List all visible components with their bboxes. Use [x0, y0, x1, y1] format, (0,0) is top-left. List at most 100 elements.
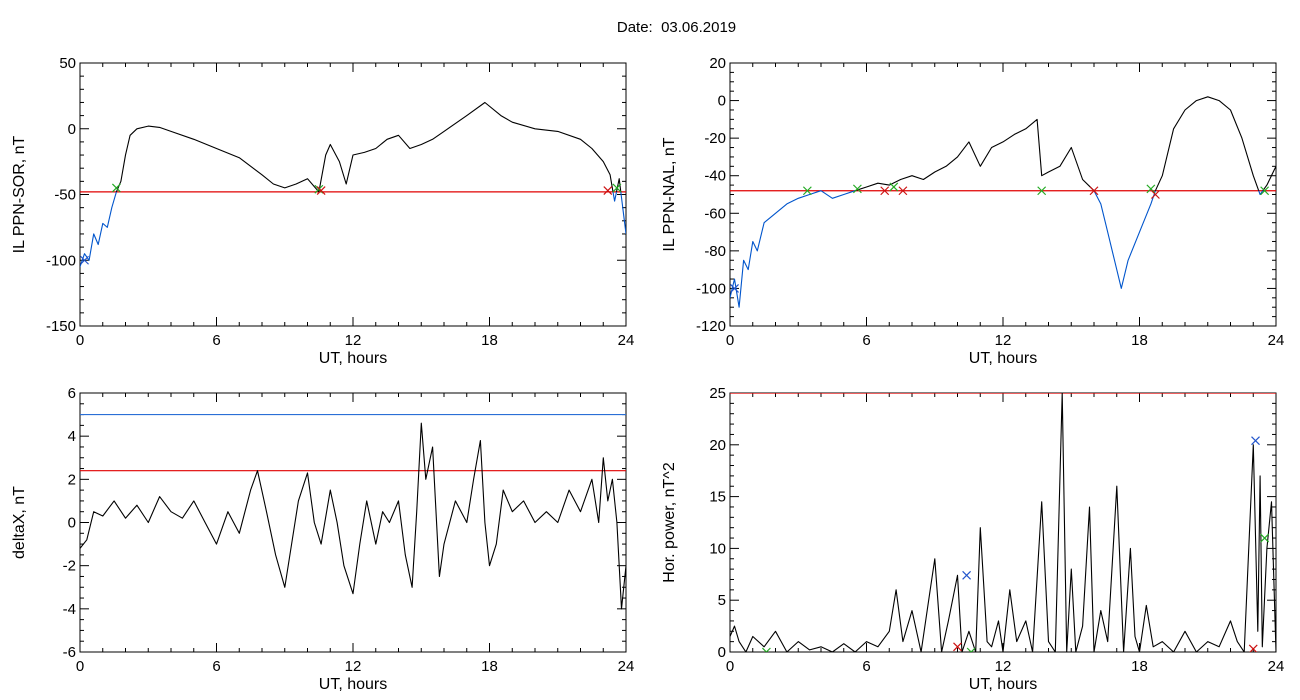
series-segment: [115, 101, 614, 193]
y-tick-label: 0: [718, 644, 726, 661]
y-tick-label: 15: [709, 489, 726, 506]
marker-stroke: [880, 186, 890, 196]
y-tick-label: 50: [59, 55, 76, 72]
marker-stroke: [111, 183, 121, 193]
series-segment: [854, 118, 1095, 192]
marker-stroke: [1251, 436, 1260, 446]
marker-stroke: [889, 182, 899, 192]
y-axis-title: deltaX, nT: [11, 486, 28, 559]
marker-red: [953, 642, 962, 652]
y-tick-label: 0: [68, 515, 76, 532]
plot-data-area: [80, 413, 626, 610]
y-tick-label: -2: [63, 558, 76, 575]
y-tick-label: -80: [704, 243, 726, 260]
date-label: Date:: [616, 19, 653, 36]
x-axis-title: UT, hours: [319, 350, 387, 367]
plot-frame: [79, 62, 627, 327]
y-tick-label: -50: [54, 187, 76, 204]
x-tick-label: 24: [1268, 332, 1285, 349]
x-axis-title: UT, hours: [969, 350, 1037, 367]
y-axis-title: IL PPN-SOR, nT: [11, 135, 28, 253]
series-segment: [1154, 96, 1260, 191]
y-tick-label: 0: [718, 93, 726, 110]
marker-stroke: [970, 647, 976, 652]
chart-panel-p1: 0 6 12 18 24 -150 -100 -50 0 50 UT, hours IL PPN-SO…: [11, 55, 634, 367]
marker-red: [898, 186, 908, 196]
marker-blue: [80, 255, 89, 265]
x-axis-title: UT, hours: [319, 676, 387, 693]
y-tick-label: -150: [46, 318, 76, 335]
x-tick-label: 24: [618, 658, 635, 675]
y-tick-label: 10: [709, 540, 726, 557]
chart-panel-p2: 0 6 12 18 24 -120 -100 -80 -60 -40 -20 0 20 UT, hours…: [661, 55, 1284, 367]
marker-green: [314, 184, 324, 194]
y-tick-label: 25: [709, 385, 726, 402]
y-tick-label: 2: [68, 471, 76, 488]
marker-stroke: [1260, 533, 1270, 543]
x-tick-label: 12: [345, 332, 362, 349]
x-tick-label: 18: [1131, 332, 1148, 349]
plot-data-area: [730, 96, 1276, 308]
series-segment-below-threshold: [620, 191, 626, 234]
y-axis-title: IL PPN-NAL, nT: [661, 137, 678, 251]
marker-blue: [730, 284, 739, 293]
marker-green: [889, 182, 899, 192]
marker-stroke: [765, 647, 771, 652]
marker-green: [802, 186, 812, 196]
marker-red: [1248, 644, 1258, 652]
marker-red: [880, 186, 890, 196]
x-tick-label: 6: [862, 332, 870, 349]
x-tick-label: 18: [1131, 658, 1148, 675]
marker-green: [111, 183, 121, 193]
x-tick-label: 0: [726, 332, 734, 349]
x-tick-label: 18: [481, 658, 498, 675]
y-tick-label: -100: [46, 252, 76, 269]
x-tick-label: 24: [1268, 658, 1285, 675]
series-segment: [1262, 166, 1276, 192]
y-tick-label: -40: [704, 168, 726, 185]
marker-stroke: [316, 186, 326, 195]
y-tick-label: 6: [68, 385, 76, 402]
y-tick-label: 4: [68, 428, 76, 445]
plot-data-area: [730, 393, 1276, 652]
marker-stroke: [1089, 186, 1099, 196]
plot-frame: [79, 392, 627, 653]
marker-stroke: [966, 647, 972, 652]
marker-stroke: [603, 186, 613, 195]
marker-red: [1089, 186, 1099, 196]
marker-stroke: [852, 184, 862, 194]
marker-stroke: [1037, 186, 1047, 196]
y-tick-label: -4: [63, 601, 76, 618]
series-line: [80, 422, 626, 610]
y-tick-label: -120: [696, 318, 726, 335]
marker-stroke: [898, 186, 908, 196]
marker-stroke: [314, 184, 324, 194]
y-tick-label: 20: [709, 55, 726, 72]
marker-stroke: [761, 647, 768, 652]
series-segment-below-threshold: [820, 190, 856, 199]
chart-panel-p4: 0 6 12 18 24 0 5 10 15 20 25 UT, hours Hor. power, n…: [661, 385, 1284, 693]
marker-green: [612, 183, 622, 193]
plot-frame: [729, 392, 1277, 653]
series-segment-below-threshold: [80, 191, 117, 267]
x-tick-label: 12: [995, 658, 1012, 675]
y-tick-label: 0: [68, 121, 76, 138]
marker-stroke: [1249, 644, 1258, 652]
x-tick-label: 0: [726, 658, 734, 675]
x-tick-label: 12: [345, 658, 362, 675]
series-line: [730, 393, 1276, 652]
marker-green: [966, 647, 976, 652]
marker-red: [316, 186, 326, 195]
x-tick-label: 6: [212, 332, 220, 349]
x-tick-label: 12: [995, 332, 1012, 349]
x-tick-label: 6: [212, 658, 220, 675]
x-tick-label: 0: [76, 332, 84, 349]
marker-stroke: [730, 284, 739, 293]
y-tick-label: 5: [718, 592, 726, 609]
y-tick-label: -100: [696, 280, 726, 297]
marker-red: [603, 186, 613, 195]
plot-data-area: [80, 101, 626, 267]
marker-green: [1146, 184, 1156, 194]
